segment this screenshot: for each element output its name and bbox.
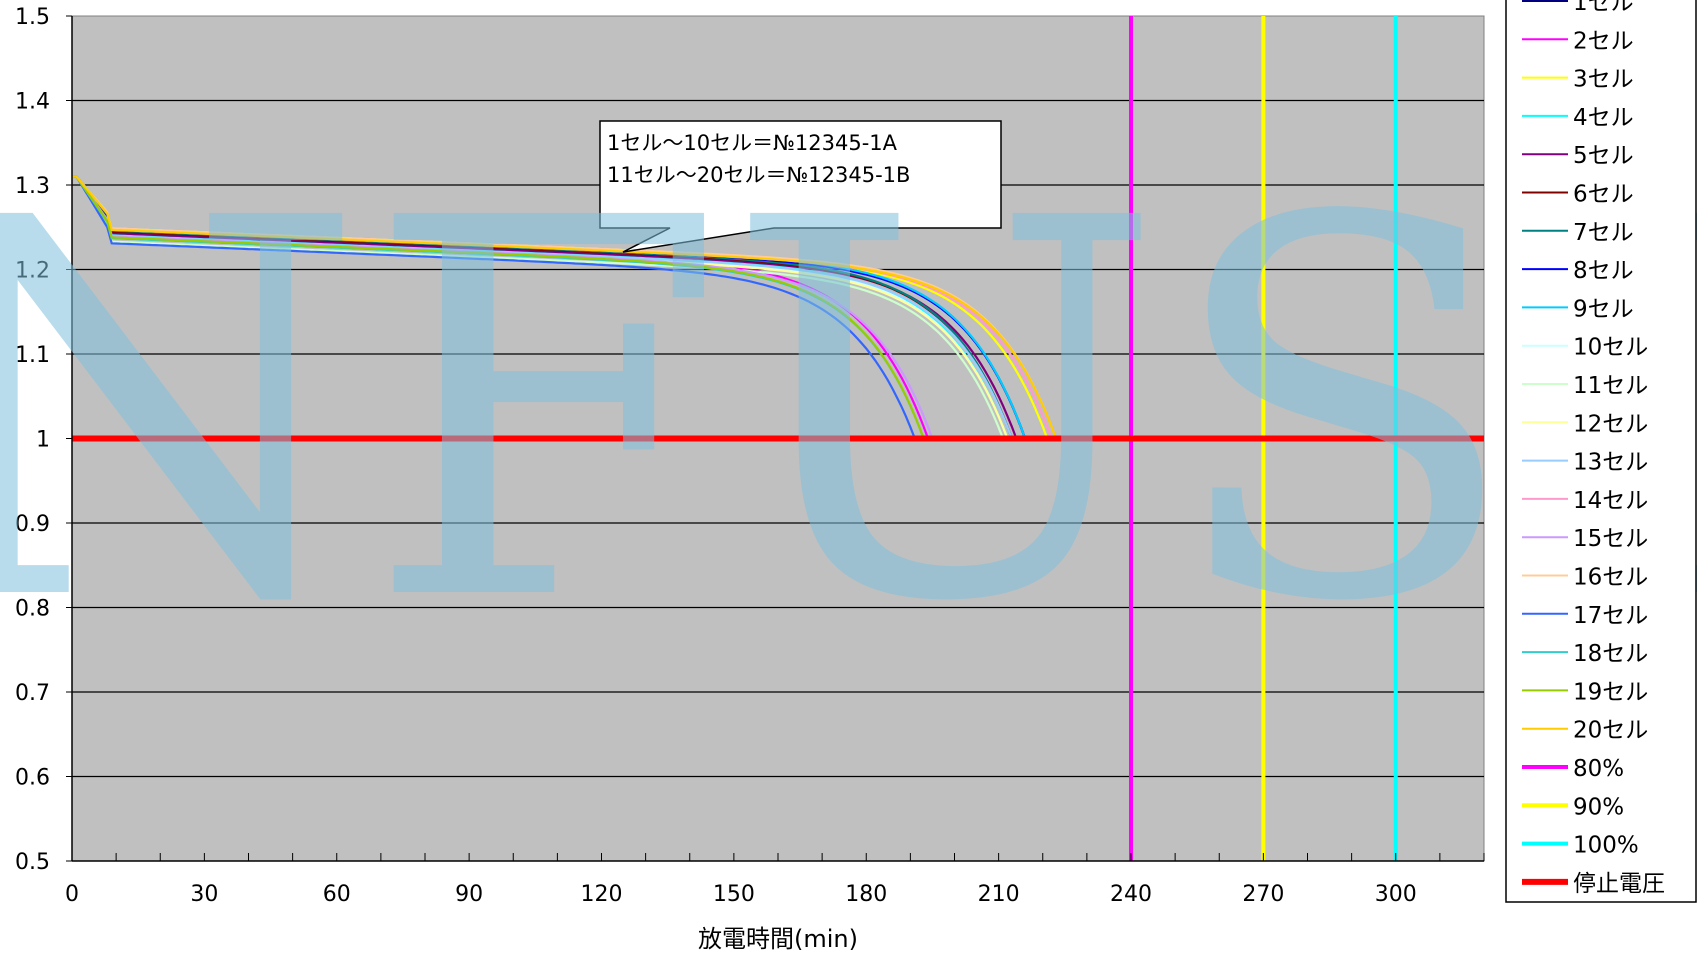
x-tick-label: 60 xyxy=(323,882,351,907)
legend-label: 80% xyxy=(1573,756,1624,782)
legend-label: 10セル xyxy=(1573,335,1648,361)
callout-line-2: 11セル～20セル＝№12345-1B xyxy=(607,163,910,187)
legend-label: 3セル xyxy=(1573,67,1634,93)
legend-label: 11セル xyxy=(1573,373,1648,399)
series-line xyxy=(72,175,1058,439)
series-line xyxy=(72,175,1005,439)
y-tick-label: 1.5 xyxy=(15,5,50,30)
legend-label: 12セル xyxy=(1573,411,1648,437)
x-tick-label: 90 xyxy=(455,882,483,907)
y-tick-label: 1.1 xyxy=(15,343,50,368)
callout: 1セル～10セル＝№12345-1A 11セル～20セル＝№12345-1B xyxy=(599,120,1002,253)
y-tick-label: 1.4 xyxy=(15,90,50,115)
callout-box xyxy=(599,120,1002,253)
x-tick-label: 30 xyxy=(190,882,218,907)
x-tick-label: 270 xyxy=(1242,882,1284,907)
legend: 1セル 2セル 3セル 4セル 5セル 6セル 7セル 8セル 9セル 10セル 11セル 12セル 1… xyxy=(1505,0,1697,903)
x-axis-title: 放電時間(min) xyxy=(698,925,858,953)
x-tick-label: 120 xyxy=(581,882,623,907)
legend-label: 18セル xyxy=(1573,641,1648,667)
legend-label: 17セル xyxy=(1573,603,1648,629)
x-tick-label: 150 xyxy=(713,882,755,907)
legend-label: 停止電圧 xyxy=(1573,871,1665,897)
reference-lines xyxy=(72,16,1484,861)
legend-label: 4セル xyxy=(1573,105,1634,131)
y-tick-label: 0.6 xyxy=(15,766,50,791)
legend-label: 2セル xyxy=(1573,28,1634,54)
legend-label: 9セル xyxy=(1573,296,1634,322)
x-tick-label: 240 xyxy=(1110,882,1152,907)
axes: 0.5 0.6 0.7 0.8 0.9 1 1.1 1.2 1.3 1.4 1.5 0 30 60 90 12… xyxy=(15,5,1485,907)
legend-label: 19セル xyxy=(1573,679,1648,705)
legend-label: 90% xyxy=(1573,794,1624,820)
watermark-text: NFUSI xyxy=(0,109,1707,715)
legend-label: 6セル xyxy=(1573,182,1634,208)
legend-label: 13セル xyxy=(1573,450,1648,476)
legend-label: 100% xyxy=(1573,833,1639,859)
y-tick-label: 0.5 xyxy=(15,850,50,875)
y-tick-label: 1.3 xyxy=(15,174,50,199)
legend-label: 1セル xyxy=(1573,0,1634,16)
y-tick-label: 0.8 xyxy=(15,597,50,622)
x-tick-label: 210 xyxy=(978,882,1020,907)
legend-box xyxy=(1505,0,1697,903)
y-tick-label: 0.7 xyxy=(15,681,50,706)
legend-label: 15セル xyxy=(1573,526,1648,552)
gridlines xyxy=(72,99,1484,778)
y-tick-label: 1.2 xyxy=(15,259,50,284)
legend-label: 16セル xyxy=(1573,565,1648,591)
legend-label: 7セル xyxy=(1573,220,1634,246)
legend-label: 20セル xyxy=(1573,718,1648,744)
x-tick-label: 0 xyxy=(65,882,79,907)
y-tick-label: 1 xyxy=(36,428,50,453)
legend-label: 14セル xyxy=(1573,488,1648,514)
series-lines xyxy=(72,175,1058,439)
series-line xyxy=(72,175,1058,439)
callout-line-1: 1セル～10セル＝№12345-1A xyxy=(607,131,898,155)
series-line xyxy=(72,175,916,439)
x-tick-label: 180 xyxy=(845,882,887,907)
legend-label: 5セル xyxy=(1573,143,1634,169)
series-line xyxy=(72,175,925,439)
x-tick-label: 300 xyxy=(1375,882,1417,907)
y-tick-label: 0.9 xyxy=(15,512,50,537)
legend-label: 8セル xyxy=(1573,258,1634,284)
